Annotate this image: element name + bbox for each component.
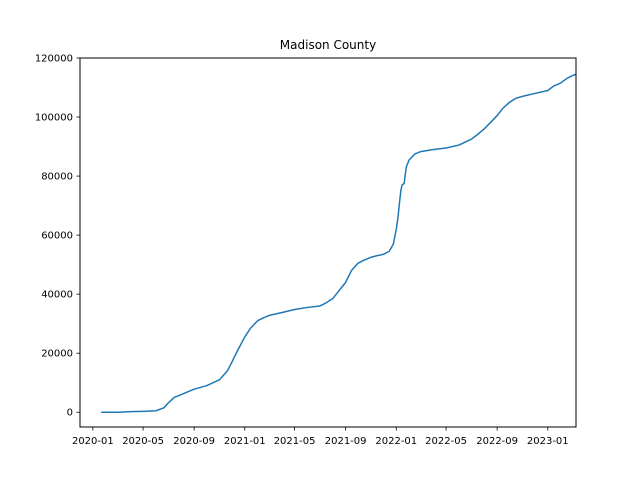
x-tick-label: 2020-05 (122, 436, 164, 447)
x-tick-label: 2021-09 (325, 436, 367, 447)
x-axis: 2020-01 2020-05 2020-09 2021-01 2021-05 2021-… (72, 427, 569, 447)
x-tick-label: 2022-09 (476, 436, 518, 447)
x-tick-label: 2021-05 (274, 436, 316, 447)
y-tick-label: 100000 (35, 113, 73, 124)
x-tick-label: 2023-01 (527, 436, 569, 447)
x-tick-label: 2021-01 (224, 436, 266, 447)
y-tick-label: 60000 (41, 231, 73, 242)
x-tick-label: 2020-09 (173, 436, 215, 447)
y-tick-label: 20000 (41, 349, 73, 360)
x-tick-label: 2020-01 (72, 436, 114, 447)
y-axis: 0 20000 40000 60000 80000 100000 120000 (35, 54, 80, 419)
y-tick-label: 80000 (41, 172, 73, 183)
series-line (101, 73, 577, 413)
chart-title: Madison County (280, 38, 376, 52)
x-tick-label: 2022-01 (375, 436, 417, 447)
y-tick-label: 0 (67, 408, 73, 419)
plot-frame (79, 57, 577, 428)
plot-area (101, 73, 577, 413)
x-tick-label: 2022-05 (425, 436, 467, 447)
y-tick-label: 40000 (41, 290, 73, 301)
y-tick-label: 120000 (35, 54, 73, 65)
